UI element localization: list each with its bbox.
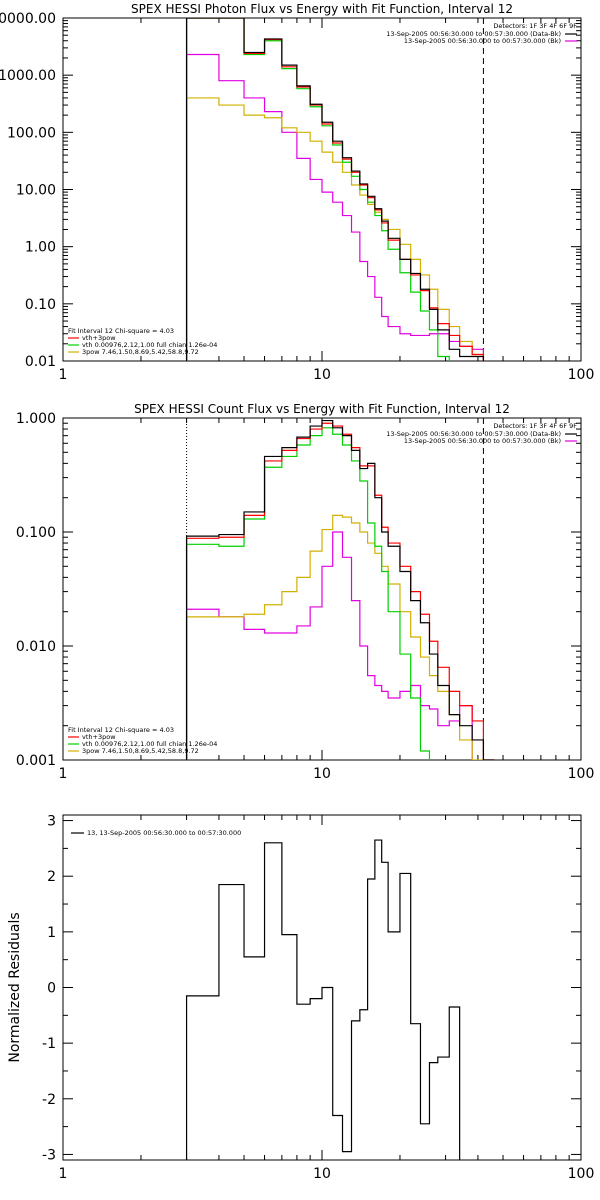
series-line xyxy=(185,531,473,760)
legend-detectors: Detectors: 1F 3F 4F 6F 9F xyxy=(493,422,577,430)
legend-entry: vth 0.00976,2.12,1.00 full chian 1.26e-0… xyxy=(82,740,217,748)
legend-entry: vth+3pow xyxy=(82,334,116,342)
chart-panel-3: 1 10 100 -3 -2 -1 0 1 2 3 Normalized Residuals 13, … xyxy=(7,814,594,1182)
legend-entry: 3pow 7.46,1.50,8.69,5.42,58.8,9.72 xyxy=(82,747,199,755)
legend-entry: 13-Sep-2005 00:56:30.000 to 00:57:30.000… xyxy=(386,30,561,38)
series-line xyxy=(185,18,485,361)
series-line xyxy=(185,427,431,760)
y-tick-label: 3 xyxy=(47,814,56,830)
y-tick-label: 0 xyxy=(47,981,56,997)
legend-entry: vth+3pow xyxy=(82,733,116,741)
x-tick-label: 1 xyxy=(59,367,68,383)
x-tick-label: 100 xyxy=(568,1166,595,1182)
x-tick-label: 1 xyxy=(59,766,68,782)
legend-entry: 13-Sep-2005 00:56:30.000 to 00:57:30.000… xyxy=(386,430,561,438)
y-tick-label: 0.010 xyxy=(16,639,56,655)
chart-title: SPEX HESSI Count Flux vs Energy with Fit… xyxy=(134,402,510,416)
y-tick-label: 0.10 xyxy=(25,297,56,313)
legend-fit-info: Fit Interval 12 Chi-square = 4.03 xyxy=(68,327,174,335)
legend-entry: 13, 13-Sep-2005 00:56:30.000 to 00:57:30… xyxy=(87,829,241,837)
chart-title: SPEX HESSI Photon Flux vs Energy with Fi… xyxy=(131,2,513,16)
y-tick-label: 0.100 xyxy=(16,525,56,541)
series-line xyxy=(185,18,450,361)
series-line xyxy=(185,97,485,361)
y-tick-label: 0.001 xyxy=(16,753,56,769)
legend-entry: 13-Sep-2005 00:56:30.000 to 00:57:30.000… xyxy=(404,37,561,45)
y-tick-label: 1.00 xyxy=(25,240,56,256)
x-tick-label: 1 xyxy=(59,1166,68,1182)
y-tick-label: 1 xyxy=(47,925,56,941)
y-tick-label: 10.00 xyxy=(16,183,56,199)
series-line xyxy=(185,514,485,760)
y-tick-label: -3 xyxy=(42,1147,56,1163)
y-tick-label: -2 xyxy=(42,1092,56,1108)
y-axis-label: Normalized Residuals xyxy=(7,912,23,1062)
y-tick-label: 1.000 xyxy=(16,411,56,427)
series-line xyxy=(185,18,485,361)
x-tick-label: 10 xyxy=(313,367,331,383)
chart-panel-1: SPEX HESSI Photon Flux vs Energy with Fi… xyxy=(0,2,594,383)
legend-detectors: Detectors: 1F 3F 4F 6F 9F xyxy=(493,22,577,30)
y-tick-label: 100.00 xyxy=(7,125,56,141)
series-line xyxy=(185,839,461,1160)
legend-entry: 13-Sep-2005 00:56:30.000 to 00:57:30.000… xyxy=(404,437,561,445)
y-tick-label: 10000.00 xyxy=(0,11,56,27)
series-line xyxy=(185,422,495,760)
series-line xyxy=(185,419,495,760)
legend-entry: 3pow 7.46,1.50,8.69,5.42,58.8,9.72 xyxy=(82,348,199,356)
series-line xyxy=(185,53,485,361)
x-tick-label: 10 xyxy=(313,766,331,782)
x-tick-label: 100 xyxy=(568,766,595,782)
legend-fit-info: Fit Interval 12 Chi-square = 4.03 xyxy=(68,726,174,734)
legend-entry: vth 0.00976,2.12,1.00 full chian 1.26e-0… xyxy=(82,341,217,349)
y-tick-label: -1 xyxy=(42,1036,56,1052)
x-tick-label: 100 xyxy=(568,367,595,383)
chart-panel-2: SPEX HESSI Count Flux vs Energy with Fit… xyxy=(16,402,594,782)
y-tick-label: 2 xyxy=(47,869,56,885)
y-tick-label: 0.01 xyxy=(25,354,56,370)
y-tick-label: 1000.00 xyxy=(0,68,56,84)
x-tick-label: 10 xyxy=(313,1166,331,1182)
